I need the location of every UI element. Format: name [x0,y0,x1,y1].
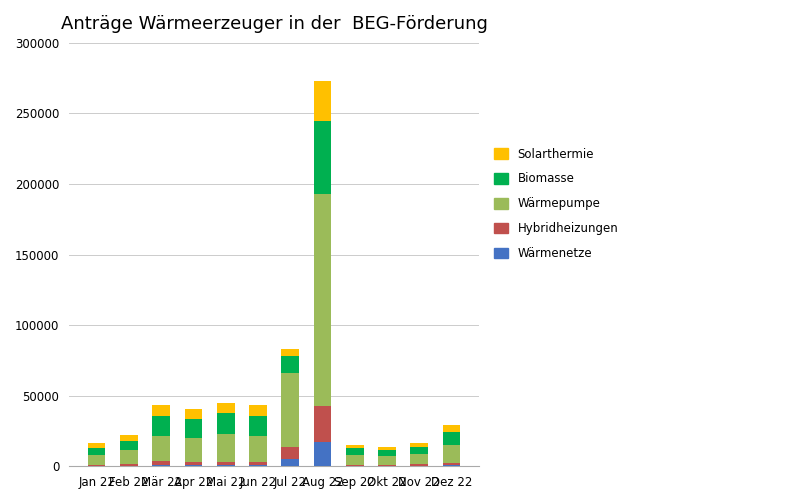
Bar [120,464,138,466]
Bar [378,450,396,456]
Bar [249,405,267,416]
Bar [346,465,364,466]
Bar [88,455,106,465]
Bar [217,403,234,413]
Bar [442,432,461,445]
Bar [346,448,364,455]
Bar [410,464,428,466]
Bar [249,416,267,435]
Bar [249,465,267,466]
Bar [410,443,428,447]
Bar [88,444,106,448]
Bar [442,425,461,432]
Bar [88,465,106,466]
Bar [185,419,202,438]
Bar [282,459,299,466]
Bar [314,81,331,120]
Bar [282,356,299,373]
Bar [282,447,299,459]
Bar [152,465,170,466]
Bar [249,435,267,462]
Bar [217,434,234,462]
Bar [442,463,461,465]
Bar [442,465,461,466]
Bar [282,373,299,447]
Legend: Solarthermie, Biomasse, Wärmepumpe, Hybridheizungen, Wärmenetze: Solarthermie, Biomasse, Wärmepumpe, Hybr… [489,143,623,265]
Bar [249,462,267,465]
Bar [120,440,138,450]
Bar [378,465,396,466]
Bar [217,465,234,466]
Bar [152,405,170,416]
Bar [410,454,428,464]
Bar [152,416,170,435]
Bar [314,406,331,443]
Bar [185,465,202,466]
Bar [314,120,331,194]
Bar [346,445,364,448]
Bar [217,462,234,465]
Bar [378,456,396,465]
Bar [314,194,331,406]
Bar [314,443,331,466]
Bar [217,413,234,434]
Bar [185,462,202,465]
Bar [120,435,138,440]
Bar [282,349,299,356]
Bar [410,447,428,454]
Bar [185,438,202,462]
Bar [378,447,396,450]
Bar [346,455,364,465]
Bar [442,445,461,463]
Title: Anträge Wärmeerzeuger in der  BEG-Förderung: Anträge Wärmeerzeuger in der BEG-Förderu… [61,15,487,33]
Bar [88,448,106,455]
Bar [152,435,170,461]
Bar [120,450,138,464]
Bar [152,461,170,465]
Bar [185,409,202,419]
